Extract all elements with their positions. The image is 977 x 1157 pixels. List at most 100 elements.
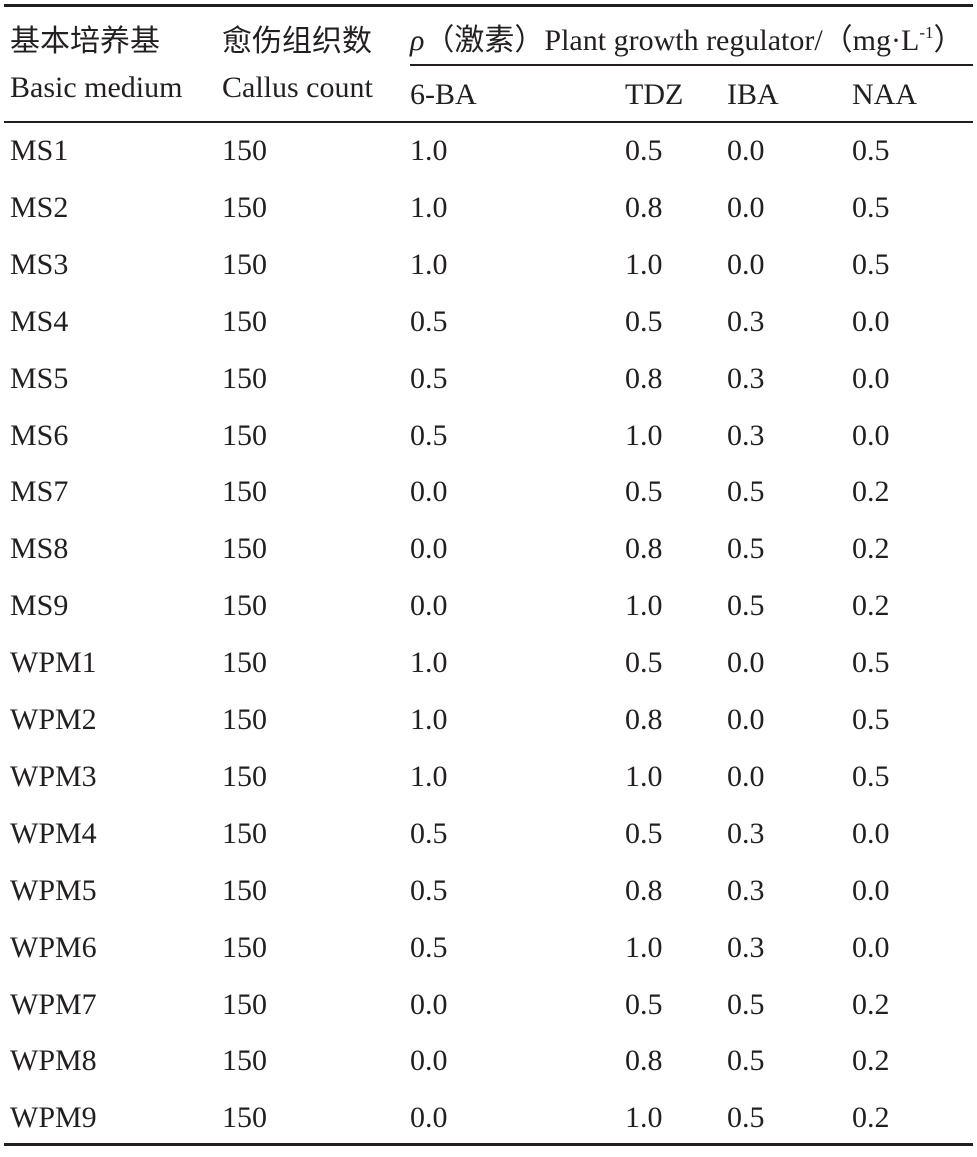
cell: 0.0 [852, 418, 890, 452]
cell: 0.3 [727, 361, 765, 395]
cell: MS3 [10, 247, 69, 281]
cell: 1.0 [625, 418, 663, 452]
symbol: ρ [410, 24, 425, 57]
cell: 150 [222, 134, 267, 167]
header-en: Callus count [222, 71, 373, 104]
cell: 0.5 [625, 646, 663, 680]
cell: WPM1 [10, 646, 97, 680]
cell: 1.0 [410, 190, 448, 224]
cell: 0.5 [852, 646, 890, 680]
cell: 0.0 [410, 589, 448, 623]
cell: 1.0 [410, 134, 448, 167]
cell: 150 [222, 304, 267, 338]
cell: 150 [222, 646, 267, 680]
cell: 0.0 [410, 475, 448, 509]
cell: MS7 [10, 475, 69, 509]
superscript: -1 [919, 23, 934, 42]
cell: 1.0 [625, 589, 663, 623]
cell: 1.0 [625, 759, 663, 793]
cell: 0.2 [852, 1101, 890, 1135]
cell: 0.0 [852, 361, 890, 395]
cell: MS1 [10, 134, 69, 167]
cell: 0.8 [625, 703, 663, 736]
cell: WPM3 [10, 759, 97, 793]
cell: 150 [222, 589, 267, 623]
cell: WPM6 [10, 930, 97, 964]
cell: 0.8 [625, 1044, 663, 1078]
cell: 0.0 [410, 532, 448, 566]
cell: 0.5 [852, 759, 890, 793]
cell: 0.5 [852, 247, 890, 281]
cell: 0.0 [410, 1044, 448, 1078]
cell: 150 [222, 532, 267, 566]
cell: 150 [222, 873, 267, 907]
cell: 0.2 [852, 589, 890, 623]
cell: 0.0 [410, 1101, 448, 1135]
cell: 0.5 [625, 987, 663, 1021]
cell: 0.5 [625, 134, 663, 167]
cell: 150 [222, 1101, 267, 1135]
cell: 0.5 [852, 134, 890, 167]
cell: 0.3 [727, 930, 765, 964]
cell: 0.8 [625, 873, 663, 907]
cell: 0.5 [852, 703, 890, 736]
cell: 0.5 [410, 873, 448, 907]
cell: 0.5 [625, 816, 663, 850]
cell: 0.0 [852, 816, 890, 850]
cell: 1.0 [410, 703, 448, 736]
cell: 0.8 [625, 532, 663, 566]
header-zh: 基本培养基 [10, 25, 160, 58]
cell: 1.0 [625, 247, 663, 281]
cell: 150 [222, 247, 267, 281]
cell: 0.8 [625, 190, 663, 224]
cell: 0.2 [852, 532, 890, 566]
header-rule [4, 121, 973, 123]
cell: 0.5 [410, 816, 448, 850]
cell: 150 [222, 987, 267, 1021]
cell: 0.5 [727, 1044, 765, 1078]
cell: 150 [222, 816, 267, 850]
cell: MS8 [10, 532, 69, 566]
cell: 1.0 [410, 247, 448, 281]
cell: 0.0 [852, 930, 890, 964]
cell: 150 [222, 361, 267, 395]
cell: 0.0 [727, 134, 765, 167]
cell: 0.3 [727, 304, 765, 338]
cell: 0.5 [410, 304, 448, 338]
cell: 0.2 [852, 1044, 890, 1078]
cell: 0.0 [727, 759, 765, 793]
cell: 1.0 [625, 930, 663, 964]
cell: MS2 [10, 190, 69, 224]
cell: 0.5 [727, 987, 765, 1021]
cell: WPM4 [10, 816, 97, 850]
sub-header: TDZ [625, 78, 684, 111]
group-header: ρ（激素）Plant growth regulator/（mg·L-1） [410, 24, 964, 56]
top-rule [4, 4, 973, 7]
cell: WPM9 [10, 1101, 97, 1135]
cell: 0.3 [727, 873, 765, 907]
cell: 0.0 [727, 646, 765, 680]
cell: 0.5 [410, 418, 448, 452]
cell: 150 [222, 930, 267, 964]
sub-header: IBA [727, 78, 779, 111]
cell: WPM2 [10, 703, 97, 736]
cell: 150 [222, 1044, 267, 1078]
cell: 0.0 [852, 304, 890, 338]
cell: 0.5 [727, 475, 765, 509]
cell: MS5 [10, 361, 69, 395]
cell: 0.5 [625, 475, 663, 509]
header-zh: 愈伤组织数 [222, 25, 372, 58]
sub-header: 6-BA [410, 78, 477, 111]
cell: MS4 [10, 304, 69, 338]
cell: 1.0 [410, 759, 448, 793]
cell: WPM8 [10, 1044, 97, 1078]
cell: 0.2 [852, 987, 890, 1021]
cell: MS9 [10, 589, 69, 623]
cell: 0.5 [410, 930, 448, 964]
group-close: ） [933, 24, 964, 57]
cell: 0.5 [727, 1101, 765, 1135]
cell: 0.0 [852, 873, 890, 907]
sub-header: NAA [852, 78, 917, 111]
cell: 150 [222, 759, 267, 793]
cell: WPM7 [10, 987, 97, 1021]
